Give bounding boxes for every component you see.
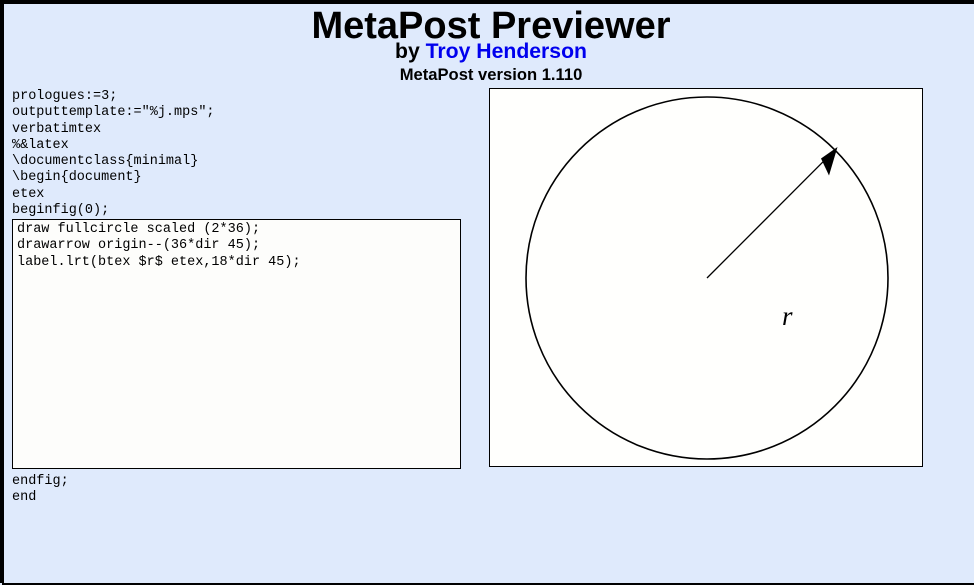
svg-text:r: r — [782, 301, 793, 331]
